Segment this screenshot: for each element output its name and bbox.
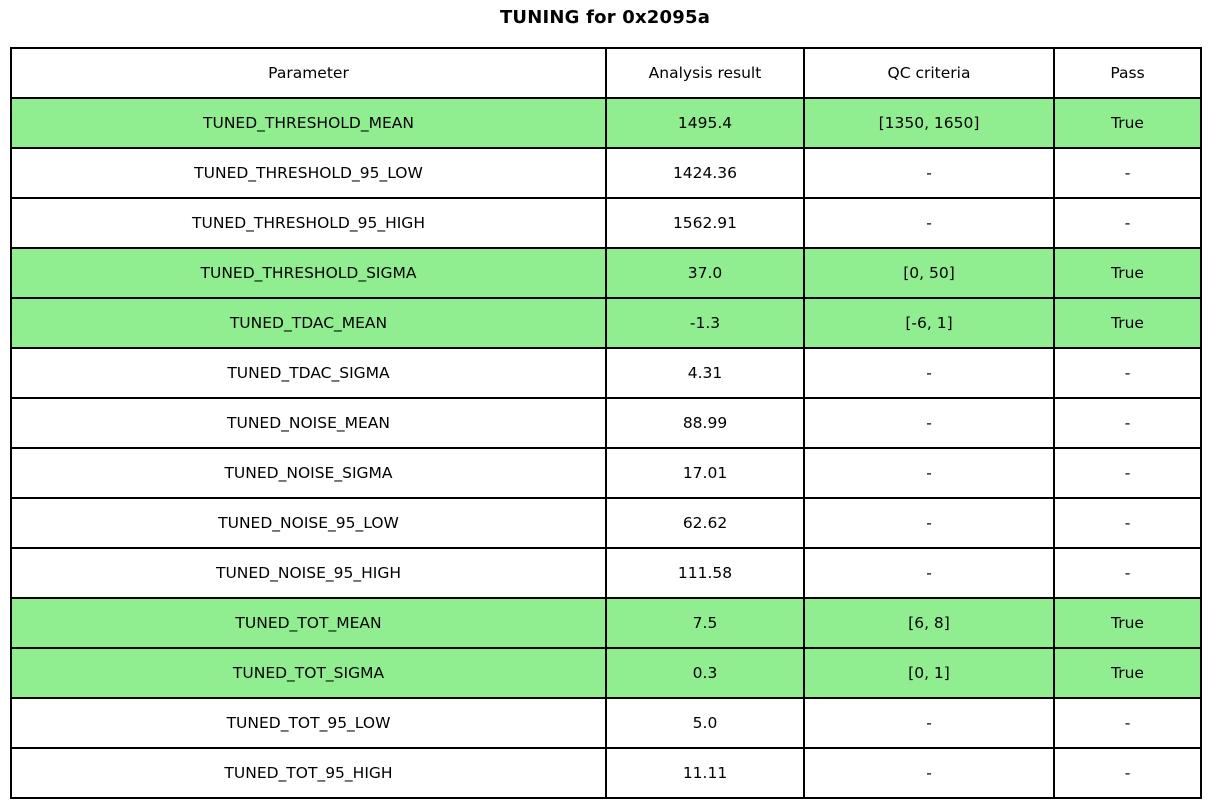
table-row: TUNED_THRESHOLD_MEAN 1495.4 [1350, 1650]… bbox=[10, 97, 1202, 149]
cell-qc: - bbox=[803, 397, 1055, 449]
cell-pass: - bbox=[1053, 397, 1202, 449]
table-row: TUNED_NOISE_95_HIGH 111.58 - - bbox=[10, 547, 1202, 599]
cell-result: 1562.91 bbox=[605, 197, 805, 249]
table-row: TUNED_THRESHOLD_SIGMA 37.0 [0, 50] True bbox=[10, 247, 1202, 299]
cell-result: 17.01 bbox=[605, 447, 805, 499]
cell-pass: True bbox=[1053, 647, 1202, 699]
cell-pass: - bbox=[1053, 197, 1202, 249]
cell-parameter: TUNED_TOT_95_HIGH bbox=[10, 747, 607, 799]
cell-qc: - bbox=[803, 697, 1055, 749]
table-row: TUNED_NOISE_SIGMA 17.01 - - bbox=[10, 447, 1202, 499]
cell-result: 11.11 bbox=[605, 747, 805, 799]
cell-result: 7.5 bbox=[605, 597, 805, 649]
cell-result: 37.0 bbox=[605, 247, 805, 299]
cell-parameter: TUNED_TOT_MEAN bbox=[10, 597, 607, 649]
cell-parameter: TUNED_NOISE_95_LOW bbox=[10, 497, 607, 549]
table-row: TUNED_TOT_MEAN 7.5 [6, 8] True bbox=[10, 597, 1202, 649]
cell-qc: - bbox=[803, 747, 1055, 799]
cell-qc: [0, 1] bbox=[803, 647, 1055, 699]
cell-pass: - bbox=[1053, 697, 1202, 749]
cell-pass: - bbox=[1053, 747, 1202, 799]
table-row: TUNED_TOT_SIGMA 0.3 [0, 1] True bbox=[10, 647, 1202, 699]
table-row: TUNED_THRESHOLD_95_HIGH 1562.91 - - bbox=[10, 197, 1202, 249]
col-header-analysis-result: Analysis result bbox=[605, 47, 805, 99]
table-row: TUNED_TOT_95_HIGH 11.11 - - bbox=[10, 747, 1202, 799]
cell-result: -1.3 bbox=[605, 297, 805, 349]
cell-parameter: TUNED_TOT_95_LOW bbox=[10, 697, 607, 749]
cell-result: 62.62 bbox=[605, 497, 805, 549]
cell-result: 111.58 bbox=[605, 547, 805, 599]
cell-qc: [-6, 1] bbox=[803, 297, 1055, 349]
col-header-qc-criteria: QC criteria bbox=[803, 47, 1055, 99]
cell-qc: - bbox=[803, 497, 1055, 549]
cell-parameter: TUNED_NOISE_95_HIGH bbox=[10, 547, 607, 599]
cell-parameter: TUNED_TDAC_MEAN bbox=[10, 297, 607, 349]
cell-result: 5.0 bbox=[605, 697, 805, 749]
col-header-parameter: Parameter bbox=[10, 47, 607, 99]
cell-qc: - bbox=[803, 547, 1055, 599]
cell-pass: - bbox=[1053, 547, 1202, 599]
cell-qc: - bbox=[803, 147, 1055, 199]
qc-table: Parameter Analysis result QC criteria Pa… bbox=[10, 47, 1202, 799]
cell-pass: True bbox=[1053, 297, 1202, 349]
cell-result: 1424.36 bbox=[605, 147, 805, 199]
cell-parameter: TUNED_THRESHOLD_MEAN bbox=[10, 97, 607, 149]
table-row: TUNED_TOT_95_LOW 5.0 - - bbox=[10, 697, 1202, 749]
cell-qc: - bbox=[803, 197, 1055, 249]
cell-pass: - bbox=[1053, 347, 1202, 399]
cell-parameter: TUNED_THRESHOLD_95_HIGH bbox=[10, 197, 607, 249]
cell-qc: - bbox=[803, 347, 1055, 399]
table-row: TUNED_THRESHOLD_95_LOW 1424.36 - - bbox=[10, 147, 1202, 199]
cell-qc: [1350, 1650] bbox=[803, 97, 1055, 149]
cell-qc: - bbox=[803, 447, 1055, 499]
cell-pass: True bbox=[1053, 597, 1202, 649]
cell-pass: - bbox=[1053, 447, 1202, 499]
cell-result: 88.99 bbox=[605, 397, 805, 449]
cell-parameter: TUNED_TOT_SIGMA bbox=[10, 647, 607, 699]
table-row: TUNED_TDAC_MEAN -1.3 [-6, 1] True bbox=[10, 297, 1202, 349]
cell-pass: - bbox=[1053, 147, 1202, 199]
cell-pass: - bbox=[1053, 497, 1202, 549]
col-header-pass: Pass bbox=[1053, 47, 1202, 99]
cell-parameter: TUNED_NOISE_MEAN bbox=[10, 397, 607, 449]
cell-qc: [0, 50] bbox=[803, 247, 1055, 299]
table-row: TUNED_NOISE_MEAN 88.99 - - bbox=[10, 397, 1202, 449]
cell-parameter: TUNED_THRESHOLD_SIGMA bbox=[10, 247, 607, 299]
cell-parameter: TUNED_NOISE_SIGMA bbox=[10, 447, 607, 499]
cell-result: 4.31 bbox=[605, 347, 805, 399]
cell-parameter: TUNED_TDAC_SIGMA bbox=[10, 347, 607, 399]
cell-parameter: TUNED_THRESHOLD_95_LOW bbox=[10, 147, 607, 199]
cell-pass: True bbox=[1053, 247, 1202, 299]
cell-pass: True bbox=[1053, 97, 1202, 149]
table-row: TUNED_TDAC_SIGMA 4.31 - - bbox=[10, 347, 1202, 399]
header-row: Parameter Analysis result QC criteria Pa… bbox=[10, 47, 1202, 99]
page-title: TUNING for 0x2095a bbox=[499, 7, 711, 28]
cell-result: 1495.4 bbox=[605, 97, 805, 149]
table-row: TUNED_NOISE_95_LOW 62.62 - - bbox=[10, 497, 1202, 549]
cell-result: 0.3 bbox=[605, 647, 805, 699]
cell-qc: [6, 8] bbox=[803, 597, 1055, 649]
